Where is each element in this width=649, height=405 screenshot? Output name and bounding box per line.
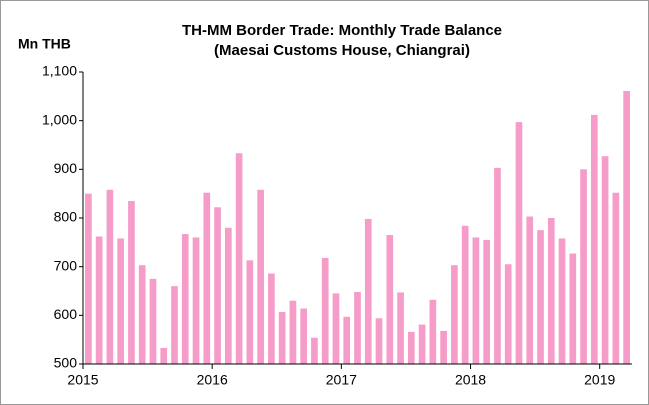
bar bbox=[235, 153, 243, 364]
bar bbox=[203, 192, 211, 364]
bar bbox=[224, 227, 232, 364]
bar bbox=[515, 122, 523, 364]
bar bbox=[149, 278, 157, 364]
y-tick-label: 900 bbox=[54, 160, 78, 176]
bar bbox=[623, 90, 630, 364]
bar bbox=[612, 192, 620, 364]
bar bbox=[483, 239, 491, 364]
bar bbox=[418, 324, 426, 364]
bar bbox=[192, 237, 200, 364]
bar bbox=[289, 300, 297, 364]
bar bbox=[106, 189, 114, 364]
bar bbox=[246, 260, 254, 364]
y-tick-label: 800 bbox=[54, 209, 78, 225]
bar bbox=[138, 265, 146, 364]
bar bbox=[311, 337, 318, 364]
bar bbox=[257, 189, 264, 364]
y-tick-label: 700 bbox=[54, 257, 78, 273]
bar bbox=[386, 235, 394, 364]
bar bbox=[343, 316, 351, 364]
bar bbox=[278, 311, 286, 364]
bar bbox=[332, 293, 340, 364]
bar bbox=[364, 218, 372, 364]
bar bbox=[461, 225, 469, 364]
bar bbox=[526, 216, 534, 364]
bar bbox=[407, 331, 415, 364]
bar bbox=[537, 230, 544, 364]
bar bbox=[472, 237, 480, 364]
chart-subtitle: (Maesai Customs House, Chiangrai) bbox=[214, 42, 470, 59]
bar bbox=[569, 253, 577, 364]
bar bbox=[429, 299, 437, 364]
x-tick-label: 2016 bbox=[197, 372, 228, 388]
bar bbox=[397, 292, 404, 364]
x-tick-label: 2018 bbox=[455, 372, 486, 388]
bar bbox=[128, 200, 135, 364]
x-tick-label: 2019 bbox=[584, 372, 615, 388]
bar bbox=[601, 156, 609, 364]
bar bbox=[85, 193, 92, 364]
x-tick-label: 2015 bbox=[67, 372, 98, 388]
bar bbox=[451, 265, 458, 364]
bar bbox=[300, 308, 308, 364]
y-tick-label: 600 bbox=[54, 306, 78, 322]
bar bbox=[590, 114, 598, 365]
chart-title: TH-MM Border Trade: Monthly Trade Balanc… bbox=[182, 22, 502, 39]
x-tick-label: 2017 bbox=[326, 372, 357, 388]
bar bbox=[580, 169, 587, 364]
bar bbox=[494, 167, 501, 364]
bar bbox=[171, 286, 178, 364]
bar bbox=[95, 236, 103, 364]
bar bbox=[117, 238, 125, 364]
y-tick-label: 1,100 bbox=[42, 63, 77, 79]
bar bbox=[547, 218, 555, 364]
bar bbox=[558, 238, 566, 364]
bar bbox=[440, 330, 447, 364]
bar bbox=[160, 347, 168, 364]
bar bbox=[504, 264, 512, 364]
y-tick-label: 1,000 bbox=[42, 111, 77, 127]
bar bbox=[214, 207, 221, 364]
y-axis-label: Mn THB bbox=[18, 36, 71, 52]
bar bbox=[268, 273, 275, 364]
bar bbox=[181, 234, 189, 364]
bar bbox=[321, 257, 329, 364]
y-tick-label: 500 bbox=[54, 355, 78, 371]
bar bbox=[354, 291, 361, 364]
bar bbox=[375, 318, 383, 364]
